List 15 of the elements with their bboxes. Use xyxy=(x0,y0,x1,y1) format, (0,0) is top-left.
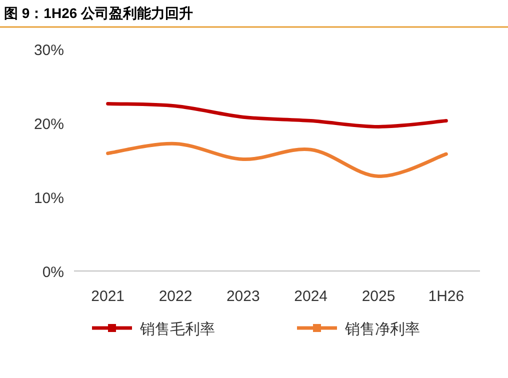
line-series xyxy=(106,142,448,178)
legend-label: 销售净利率 xyxy=(344,321,420,338)
x-tick-label: 2022 xyxy=(158,288,192,305)
legend-label: 销售毛利率 xyxy=(139,321,215,338)
line-series xyxy=(106,102,448,128)
x-tick-label: 2025 xyxy=(362,288,396,305)
y-tick-label: 30% xyxy=(34,42,64,59)
y-tick-label: 0% xyxy=(42,264,64,281)
y-tick-label: 10% xyxy=(34,190,64,207)
x-tick-label: 1H26 xyxy=(428,288,464,305)
x-tick-label: 2021 xyxy=(91,288,125,305)
x-tick-label: 2024 xyxy=(294,288,328,305)
chart-title: 图 9：1H26 公司盈利能力回升 xyxy=(4,5,194,21)
x-tick-label: 2023 xyxy=(226,288,260,305)
y-tick-label: 20% xyxy=(34,116,64,133)
